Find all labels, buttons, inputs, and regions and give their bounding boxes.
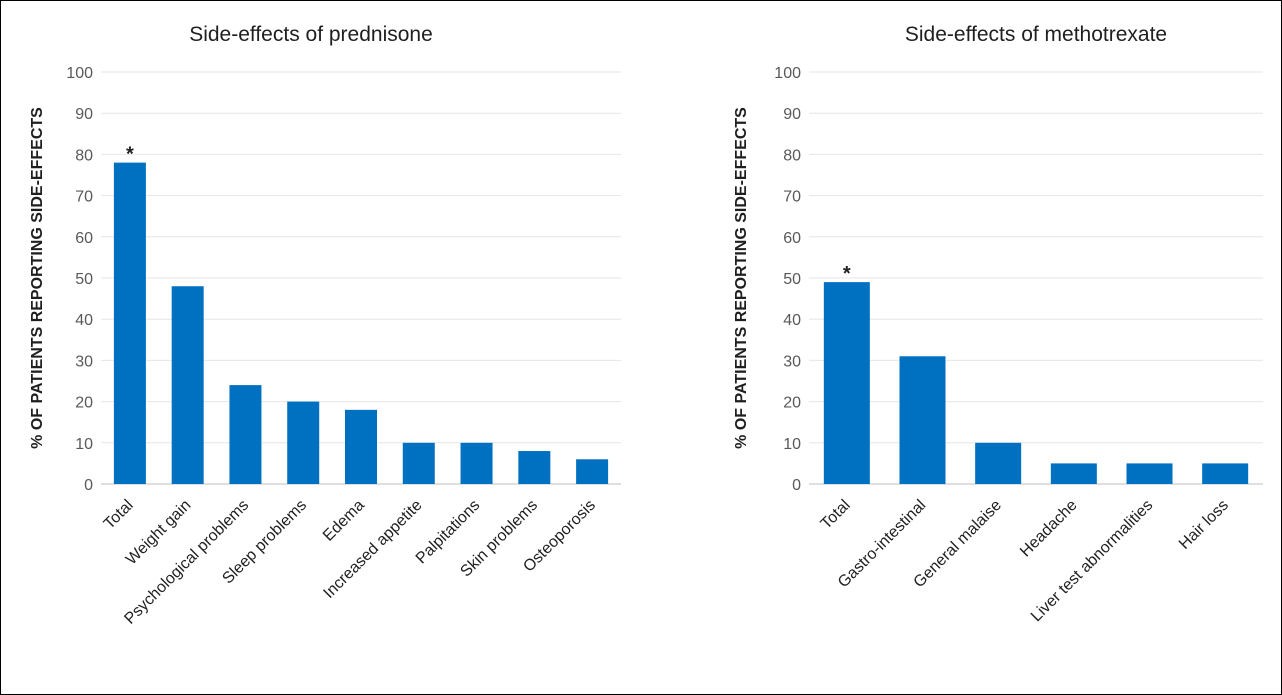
- y-tick-label: 100: [66, 65, 93, 82]
- y-tick-label: 100: [774, 65, 801, 82]
- x-tick-label: Total: [818, 497, 854, 533]
- chart-2: Side-effects of methotrexate 0 10 20 30 40 50 6…: [733, 23, 1263, 625]
- y-tick-label: 0: [792, 477, 801, 494]
- bar-edema: [345, 409, 377, 484]
- x-tick-label: Increased appetite: [320, 497, 425, 602]
- chart-1: Side-effects of prednisone 0 10 20 30 40 50 60 7…: [29, 23, 621, 628]
- y-axis-label: % OF PATIENTS REPORTING SIDE-EFFECTS: [733, 107, 750, 449]
- y-tick-label: 80: [75, 147, 93, 164]
- x-tick-label: Total: [101, 497, 137, 533]
- bar-osteoporosis: [576, 459, 609, 484]
- x-tick-label: Hair loss: [1176, 497, 1232, 553]
- y-tick-label: 30: [75, 353, 93, 370]
- y-tick-label: 40: [75, 312, 93, 329]
- y-tick-label: 10: [783, 436, 801, 453]
- x-tick-label: Liver test abnormalities: [1028, 497, 1156, 625]
- bar-total: [823, 282, 870, 484]
- x-tick-label: Edema: [320, 497, 368, 545]
- bar-headache: [1050, 463, 1097, 484]
- y-tick-label: 80: [783, 147, 801, 164]
- y-tick-label: 20: [783, 395, 801, 412]
- bar-sleep-problems: [287, 401, 320, 484]
- significance-marker: *: [843, 263, 851, 285]
- x-tick-label: Headache: [1017, 497, 1081, 561]
- bar-weight-gain: [171, 286, 204, 484]
- y-tick-label: 60: [783, 230, 801, 247]
- y-tick-label: 40: [783, 312, 801, 329]
- y-tick-label: 60: [75, 230, 93, 247]
- bar-liver-test-abnormalities: [1126, 463, 1173, 484]
- chart-title: Side-effects of methotrexate: [905, 23, 1167, 46]
- bar-hair-loss: [1202, 463, 1249, 484]
- y-tick-label: 70: [75, 189, 93, 206]
- y-tick-label: 50: [783, 271, 801, 288]
- bar-increased-appetite: [402, 442, 435, 484]
- bar-psychological-problems: [229, 385, 262, 484]
- y-tick-label: 30: [783, 353, 801, 370]
- y-tick-label: 50: [75, 271, 93, 288]
- chart-title: Side-effects of prednisone: [189, 23, 433, 46]
- y-tick-label: 10: [75, 436, 93, 453]
- y-tick-label: 70: [783, 189, 801, 206]
- y-tick-label: 20: [75, 395, 93, 412]
- significance-marker: *: [126, 144, 134, 166]
- y-tick-label: 0: [84, 477, 93, 494]
- bar-total: [113, 162, 146, 484]
- y-tick-label: 90: [75, 106, 93, 123]
- y-tick-label: 90: [783, 106, 801, 123]
- bar-palpitations: [460, 442, 493, 484]
- bar-gastro-intestinal: [899, 356, 946, 484]
- y-axis-label: % OF PATIENTS REPORTING SIDE-EFFECTS: [29, 107, 46, 449]
- bar-skin-problems: [518, 451, 551, 484]
- bar-general-malaise: [975, 442, 1022, 484]
